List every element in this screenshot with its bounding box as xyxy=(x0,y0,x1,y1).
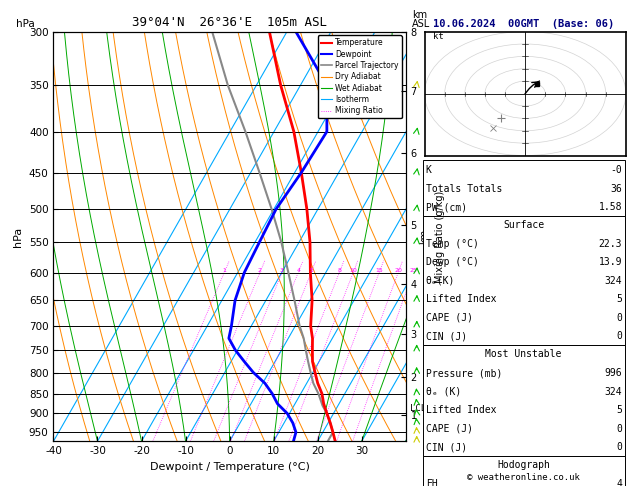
Text: 3: 3 xyxy=(280,267,284,273)
Text: CAPE (J): CAPE (J) xyxy=(426,313,473,323)
Text: km
ASL: km ASL xyxy=(412,10,430,29)
Text: Temp (°C): Temp (°C) xyxy=(426,239,479,249)
Text: 996: 996 xyxy=(604,368,622,378)
Text: 1.58: 1.58 xyxy=(599,202,622,212)
Text: 324: 324 xyxy=(604,387,622,397)
Text: θₑ (K): θₑ (K) xyxy=(426,387,461,397)
Text: CIN (J): CIN (J) xyxy=(426,331,467,341)
Text: PW (cm): PW (cm) xyxy=(426,202,467,212)
Text: Totals Totals: Totals Totals xyxy=(426,184,502,193)
Y-axis label: hPa: hPa xyxy=(13,226,23,246)
Text: K: K xyxy=(426,165,431,175)
Text: CAPE (J): CAPE (J) xyxy=(426,424,473,434)
Text: Hodograph: Hodograph xyxy=(497,460,550,469)
Text: 0: 0 xyxy=(616,424,622,434)
Text: 4: 4 xyxy=(616,479,622,486)
Text: 10.06.2024  00GMT  (Base: 06): 10.06.2024 00GMT (Base: 06) xyxy=(433,19,615,29)
Text: 13.9: 13.9 xyxy=(599,258,622,267)
Text: LCL: LCL xyxy=(410,403,426,413)
Text: 0: 0 xyxy=(616,331,622,341)
Text: Mixing Ratio (g/kg): Mixing Ratio (g/kg) xyxy=(435,191,445,282)
Text: 5: 5 xyxy=(309,267,313,273)
Text: 5: 5 xyxy=(616,405,622,415)
Text: 25: 25 xyxy=(409,267,417,273)
Text: 1: 1 xyxy=(222,267,226,273)
Text: Most Unstable: Most Unstable xyxy=(486,349,562,359)
Text: -0: -0 xyxy=(610,165,622,175)
Text: 2: 2 xyxy=(258,267,262,273)
Text: 10: 10 xyxy=(349,267,357,273)
Text: kt: kt xyxy=(433,32,443,41)
Text: Pressure (mb): Pressure (mb) xyxy=(426,368,502,378)
Text: 0: 0 xyxy=(616,442,622,452)
Text: 4: 4 xyxy=(296,267,300,273)
Text: 5: 5 xyxy=(616,295,622,304)
X-axis label: Dewpoint / Temperature (°C): Dewpoint / Temperature (°C) xyxy=(150,462,309,472)
Text: 20: 20 xyxy=(394,267,402,273)
Text: EH: EH xyxy=(426,479,438,486)
Text: Surface: Surface xyxy=(503,220,544,230)
Text: Lifted Index: Lifted Index xyxy=(426,405,496,415)
Y-axis label: km
ASL: km ASL xyxy=(420,227,441,245)
Text: 324: 324 xyxy=(604,276,622,286)
Text: Lifted Index: Lifted Index xyxy=(426,295,496,304)
Text: hPa: hPa xyxy=(16,19,35,29)
Text: 8: 8 xyxy=(337,267,342,273)
Text: 36: 36 xyxy=(610,184,622,193)
Text: 15: 15 xyxy=(376,267,383,273)
Text: θₑ(K): θₑ(K) xyxy=(426,276,455,286)
Text: © weatheronline.co.uk: © weatheronline.co.uk xyxy=(467,473,580,482)
Text: CIN (J): CIN (J) xyxy=(426,442,467,452)
Text: Dewp (°C): Dewp (°C) xyxy=(426,258,479,267)
Text: 0: 0 xyxy=(616,313,622,323)
Text: 22.3: 22.3 xyxy=(599,239,622,249)
Legend: Temperature, Dewpoint, Parcel Trajectory, Dry Adiabat, Wet Adiabat, Isotherm, Mi: Temperature, Dewpoint, Parcel Trajectory… xyxy=(318,35,402,118)
Text: 39°04'N  26°36'E  105m ASL: 39°04'N 26°36'E 105m ASL xyxy=(132,16,327,29)
